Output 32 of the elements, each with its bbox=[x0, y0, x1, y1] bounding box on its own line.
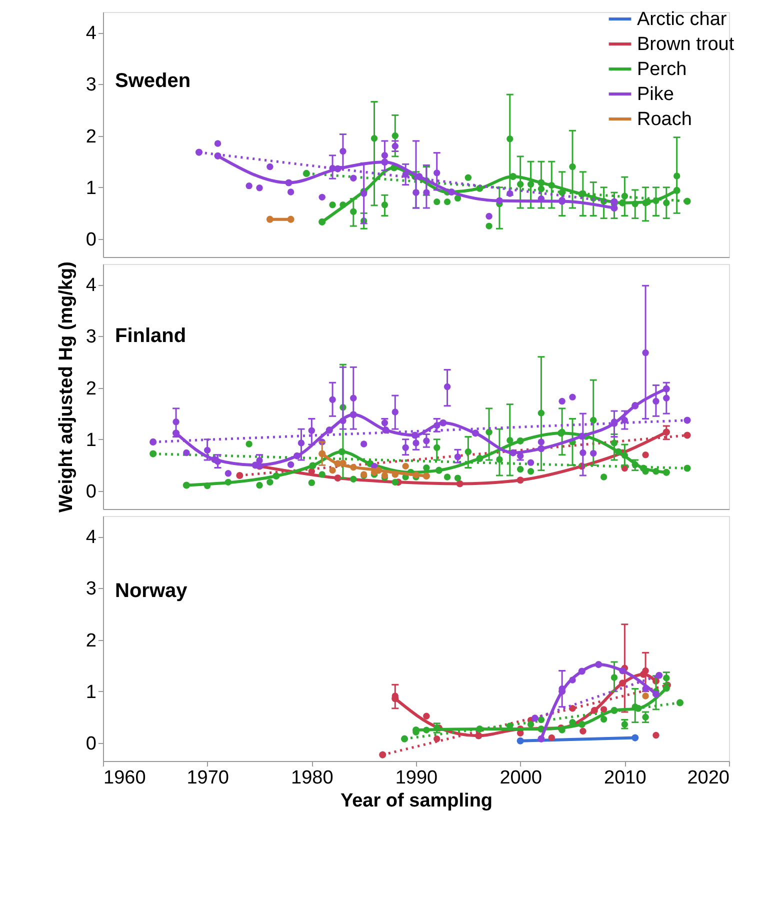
y-tick-label: 1 bbox=[86, 682, 96, 703]
x-tick-label: 1990 bbox=[395, 768, 438, 788]
y-tick-label: 0 bbox=[86, 481, 96, 502]
x-tick-label: 1970 bbox=[186, 768, 229, 788]
y-tick-label: 4 bbox=[86, 275, 97, 296]
y-tick-label: 1 bbox=[86, 178, 96, 199]
legend-label: Roach bbox=[637, 109, 692, 130]
legend-label: Pike bbox=[637, 84, 674, 105]
y-tick-label: 3 bbox=[86, 578, 96, 600]
y-tick-label: 4 bbox=[86, 23, 97, 44]
x-tick-label: 2010 bbox=[604, 768, 646, 788]
y-tick-label: 2 bbox=[86, 378, 96, 400]
x-tick-label: 2020 bbox=[687, 768, 730, 788]
y-tick-label: 2 bbox=[86, 126, 96, 148]
y-axis-title: Weight adjusted Hg (mg/kg) bbox=[56, 262, 77, 512]
y-tick-label: 2 bbox=[86, 630, 96, 652]
legend-label: Perch bbox=[637, 59, 687, 80]
text: Norway bbox=[115, 580, 188, 602]
y-tick-label: 4 bbox=[86, 527, 97, 548]
text: Sweden bbox=[115, 70, 191, 92]
x-tick-label: 2000 bbox=[500, 768, 542, 788]
y-tick-label: 3 bbox=[86, 326, 96, 348]
x-tick-label: 1980 bbox=[291, 768, 334, 788]
y-tick-label: 0 bbox=[86, 733, 96, 754]
legend-label: Arctic char bbox=[637, 9, 728, 30]
y-tick-label: 3 bbox=[86, 74, 96, 96]
legend-label: Brown trout bbox=[637, 34, 735, 55]
y-tick-label: 1 bbox=[86, 430, 96, 451]
x-axis-title: Year of sampling bbox=[340, 790, 493, 812]
text: Finland bbox=[115, 325, 186, 348]
x-tick-label: 1960 bbox=[104, 768, 146, 788]
y-tick-label: 0 bbox=[86, 229, 96, 250]
